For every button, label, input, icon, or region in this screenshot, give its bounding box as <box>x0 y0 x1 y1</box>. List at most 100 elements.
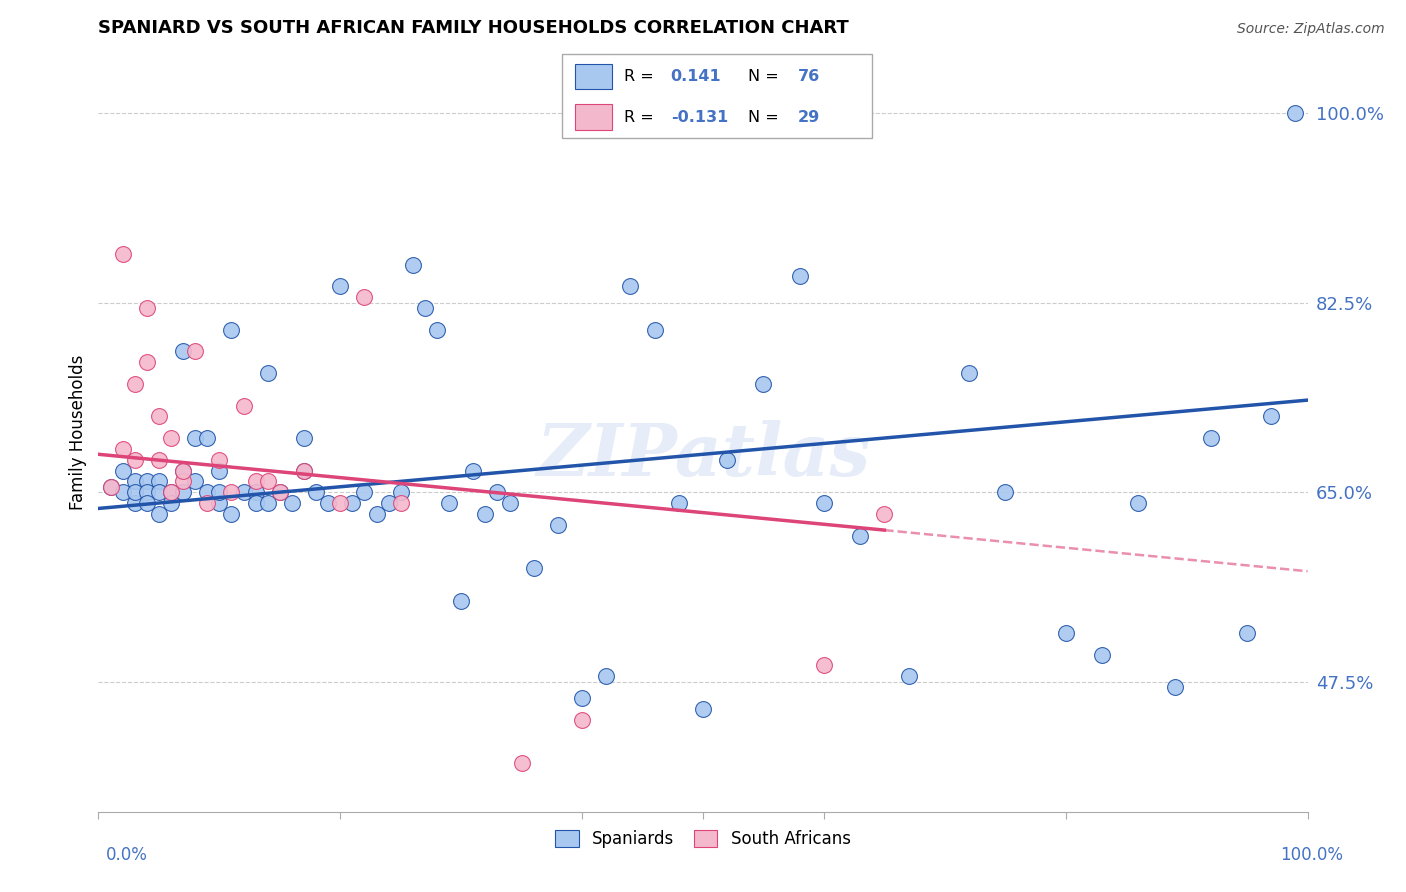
Point <box>353 290 375 304</box>
Point <box>111 442 134 456</box>
Point <box>292 431 315 445</box>
Point <box>256 475 278 489</box>
Point <box>1091 648 1114 662</box>
Point <box>474 507 496 521</box>
Point <box>1054 626 1077 640</box>
Point <box>172 464 194 478</box>
Point <box>160 496 183 510</box>
Point <box>413 301 436 315</box>
Point <box>160 485 183 500</box>
Point <box>195 485 218 500</box>
Point <box>789 268 811 283</box>
Point <box>366 507 388 521</box>
Point <box>281 496 304 510</box>
Point <box>389 496 412 510</box>
Point <box>124 376 146 391</box>
Point <box>100 480 122 494</box>
Point <box>1199 431 1222 445</box>
Point <box>172 464 194 478</box>
Point <box>256 366 278 380</box>
Point <box>342 496 364 510</box>
Point <box>172 475 194 489</box>
Point <box>184 475 207 489</box>
Point <box>595 669 617 683</box>
Point <box>208 464 231 478</box>
Text: N =: N = <box>748 110 785 125</box>
Text: 76: 76 <box>797 69 820 84</box>
Point <box>377 496 399 510</box>
Point <box>135 355 157 369</box>
Point <box>256 496 278 510</box>
Point <box>232 399 254 413</box>
Point <box>245 475 267 489</box>
Point <box>135 496 157 510</box>
Point <box>510 756 533 770</box>
Point <box>184 431 207 445</box>
Text: R =: R = <box>624 69 659 84</box>
Point <box>124 475 146 489</box>
Point <box>957 366 980 380</box>
Point <box>208 485 231 500</box>
Point <box>160 431 183 445</box>
Point <box>329 496 352 510</box>
Text: Source: ZipAtlas.com: Source: ZipAtlas.com <box>1237 22 1385 37</box>
Point <box>1284 106 1306 120</box>
Point <box>498 496 520 510</box>
Point <box>486 485 509 500</box>
Point <box>873 507 896 521</box>
Point <box>111 485 134 500</box>
Point <box>148 475 170 489</box>
Y-axis label: Family Households: Family Households <box>69 355 87 510</box>
Point <box>100 480 122 494</box>
Point <box>124 496 146 510</box>
Point <box>292 464 315 478</box>
Point <box>124 485 146 500</box>
Point <box>571 690 593 705</box>
Point <box>1260 409 1282 424</box>
Point <box>269 485 291 500</box>
Point <box>208 496 231 510</box>
Text: 29: 29 <box>797 110 820 125</box>
Text: 0.0%: 0.0% <box>105 846 148 863</box>
Text: -0.131: -0.131 <box>671 110 728 125</box>
Point <box>184 344 207 359</box>
Point <box>644 323 666 337</box>
Point <box>124 452 146 467</box>
Point <box>463 464 485 478</box>
Bar <box>575 63 612 89</box>
Point <box>813 658 835 673</box>
Point <box>245 485 267 500</box>
Point <box>160 485 183 500</box>
Point <box>1163 680 1185 694</box>
Point <box>111 247 134 261</box>
Point <box>135 475 157 489</box>
Text: R =: R = <box>624 110 659 125</box>
Point <box>195 431 218 445</box>
Point <box>269 485 291 500</box>
Point <box>148 409 170 424</box>
Point <box>111 464 134 478</box>
Point <box>813 496 835 510</box>
Point <box>619 279 641 293</box>
Text: 0.141: 0.141 <box>671 69 721 84</box>
Point <box>849 528 872 542</box>
Bar <box>575 104 612 130</box>
Point <box>221 507 243 521</box>
Point <box>172 344 194 359</box>
Point <box>221 485 243 500</box>
Point <box>450 593 472 607</box>
Point <box>1236 626 1258 640</box>
Point <box>692 702 714 716</box>
Point <box>668 496 690 510</box>
Point <box>292 464 315 478</box>
Text: ZIPatlas: ZIPatlas <box>536 420 870 491</box>
Point <box>305 485 328 500</box>
Point <box>353 485 375 500</box>
Point <box>752 376 775 391</box>
Point <box>994 485 1017 500</box>
Point <box>426 323 449 337</box>
Legend: Spaniards, South Africans: Spaniards, South Africans <box>547 822 859 856</box>
Point <box>148 452 170 467</box>
Point <box>402 258 425 272</box>
Point <box>195 496 218 510</box>
